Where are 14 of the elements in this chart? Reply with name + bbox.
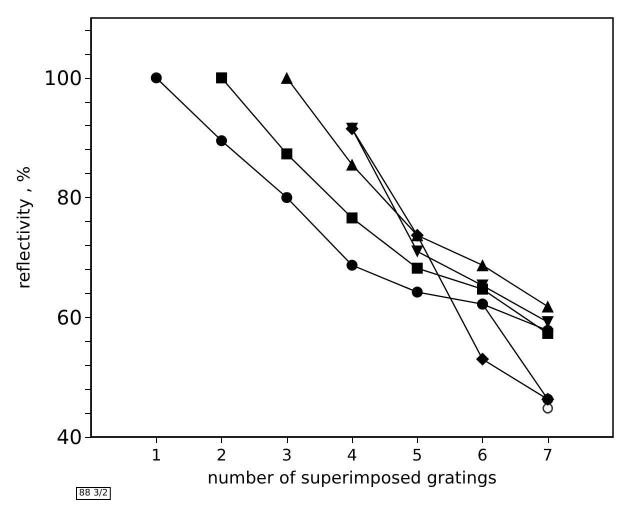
y-tick-label: 60: [56, 305, 82, 330]
x-tick-label: 5: [412, 446, 422, 464]
y-tick-label: 40: [56, 425, 82, 449]
y-axis-title: reflectivity , %: [14, 166, 34, 289]
text: 88 3/2: [79, 488, 108, 498]
x-tick-label: 4: [346, 446, 358, 464]
y-tick-label: 80: [56, 186, 82, 210]
x-tick-label: 2: [216, 446, 227, 464]
y-tick-label: 100: [44, 66, 82, 90]
x-tick-label: 6: [477, 446, 488, 464]
x-tick-label: 3: [282, 446, 292, 464]
x-tick-label: 7: [542, 446, 553, 464]
x-axis-title: number of superimposed gratings: [207, 468, 497, 488]
x-tick-label: 1: [151, 446, 162, 464]
